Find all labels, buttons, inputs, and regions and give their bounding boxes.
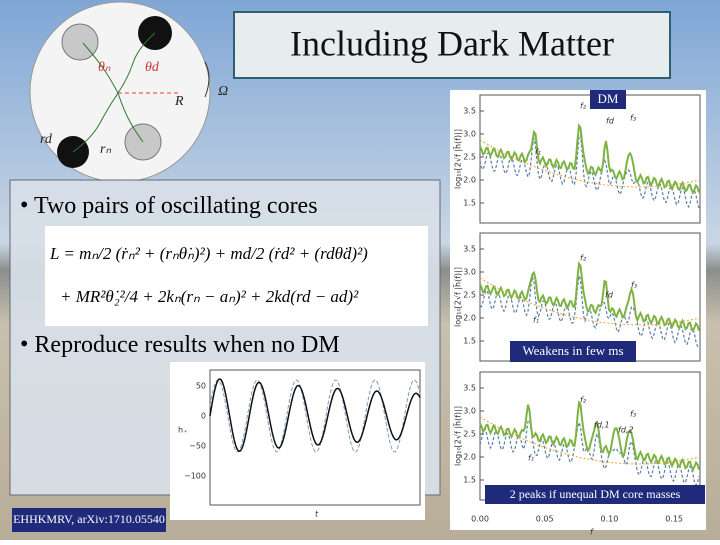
rotation-arrow <box>204 61 210 98</box>
y-tick-label: 2.0 <box>463 453 476 462</box>
y-tick-label: −100 <box>184 472 206 481</box>
note-box <box>590 90 626 109</box>
peak-label: f₃ <box>630 410 636 419</box>
peak-label: fd <box>605 291 614 300</box>
springs <box>72 32 156 153</box>
plot-frame <box>209 369 421 506</box>
y-tick-label: −50 <box>189 442 206 451</box>
diagram-label: rd <box>40 132 53 147</box>
y-axis-label: log₁₀[2√f |h̃(f)|] <box>452 267 462 327</box>
diagram-label: rₙ <box>100 142 111 157</box>
peak-label: f₃ <box>630 114 636 123</box>
curve-without-dm <box>479 133 700 209</box>
bullet: • Two pairs of oscillating cores <box>20 193 318 219</box>
x-axis-label: f <box>590 528 594 537</box>
y-tick-label: 3.5 <box>463 107 476 116</box>
y-tick-label: 1.5 <box>463 476 476 485</box>
peak-label: f₃ <box>631 281 637 290</box>
peak-label: f₂ <box>580 102 587 111</box>
spectra-plot <box>450 90 706 530</box>
note: 2 peaks if unequal DM core masses <box>510 487 681 501</box>
note-box <box>485 485 705 504</box>
y-tick-label: 2.0 <box>463 314 476 323</box>
y-tick-label: 2.5 <box>463 430 476 439</box>
note-box <box>510 341 636 362</box>
y-tick-label: 3.0 <box>463 268 476 277</box>
equation: L = mₙ/2 (ṙₙ² + (rₙθ̇ₙ)²) + md/2 (ṙd² + … <box>49 244 368 263</box>
curve-with-dm <box>479 261 700 333</box>
waveform-with-dm <box>209 378 421 452</box>
curve-with-dm <box>479 123 700 195</box>
x-tick-label: 0.10 <box>600 515 618 524</box>
bullet-text: Reproduce results when no DM <box>34 332 339 358</box>
y-tick-label: 3.5 <box>463 384 476 393</box>
citation: EHHKMRV, arXiv:1710.05540 <box>13 512 165 526</box>
noise-curve <box>479 277 701 326</box>
note: Weakens in few ms <box>522 343 623 358</box>
y-tick-label: 3.0 <box>463 130 476 139</box>
x-axis-label: t <box>315 510 319 519</box>
curve-without-dm <box>479 419 700 487</box>
peak-label: f₂ <box>580 396 587 405</box>
peak-label: f₁ <box>533 316 539 325</box>
waveform-plot <box>170 362 425 520</box>
x-tick-label: 0.00 <box>471 515 489 524</box>
peak-label: f₂ <box>580 254 587 263</box>
peak-label: fd <box>606 117 615 126</box>
core <box>61 23 99 61</box>
peak-label: f₁ <box>535 148 541 157</box>
x-tick-label: 0.15 <box>665 515 683 524</box>
title: Including Dark Matter <box>290 23 614 63</box>
citation-box <box>12 508 166 532</box>
waveform-without-dm <box>209 379 421 453</box>
y-axis-label: log₁₀[2√f |h̃(f)|] <box>452 129 462 189</box>
y-axis-label: h₊ <box>178 426 187 435</box>
diagram-disk <box>29 1 211 183</box>
diagram-label: θd <box>145 60 160 75</box>
y-tick-label: 1.5 <box>463 199 476 208</box>
equation-box <box>45 226 428 326</box>
y-tick-label: 2.5 <box>463 291 476 300</box>
peak-label: f₁ <box>528 454 534 463</box>
diagram-label: R <box>174 94 184 109</box>
noise-curve <box>479 416 701 465</box>
y-tick-label: 3.5 <box>463 245 476 254</box>
bullet-text: Two pairs of oscillating cores <box>34 193 318 219</box>
y-tick-label: 0 <box>201 412 206 421</box>
curve-with-dm <box>479 400 700 472</box>
x-tick-label: 0.05 <box>536 515 554 524</box>
peak-label: fd,2 <box>618 426 634 435</box>
note: DM <box>598 91 619 106</box>
y-tick-label: 1.5 <box>463 337 476 346</box>
peak-label: fd,1 <box>594 421 610 430</box>
diagram-label: θₙ <box>98 60 111 75</box>
y-tick-label: 3.0 <box>463 407 476 416</box>
title-box <box>233 11 671 79</box>
diagram-label: Ω <box>218 84 228 99</box>
y-tick-label: 2.0 <box>463 176 476 185</box>
noise-curve <box>479 139 701 188</box>
y-tick-label: 2.5 <box>463 153 476 162</box>
equation: + MR²θ̇₂²/4 + 2kₙ(rₙ − aₙ)² + 2kd(rd − a… <box>60 287 359 306</box>
bullet: • Reproduce results when no DM <box>20 332 340 358</box>
y-axis-label: log₁₀[2√f |h̃(f)|] <box>452 406 462 466</box>
y-tick-label: 50 <box>196 382 206 391</box>
